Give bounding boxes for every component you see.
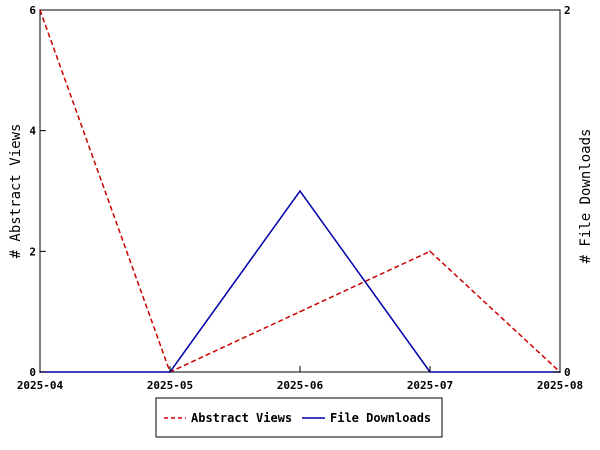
legend: Abstract Views File Downloads	[155, 397, 443, 438]
x-tick-label-2025-04: 2025-04	[17, 379, 64, 392]
data-point-abstract-views-2025-06	[299, 310, 301, 313]
legend-label-file-downloads: File Downloads	[330, 411, 431, 425]
series-line-file-downloads	[40, 189, 560, 373]
y-left-tick-label-0: 0	[29, 366, 36, 379]
y-left-tick-label-4: 4	[29, 125, 36, 138]
data-point-abstract-views-2025-07	[429, 250, 431, 253]
y-axis-right-title: # File Downloads	[578, 129, 594, 264]
series-layer	[39, 9, 561, 374]
ticks-layer: 2025-04 2025-05 2025-06 2025-07 2025-0802460…	[17, 4, 583, 392]
series-line-abstract-views	[39, 9, 561, 374]
y-right-tick-label-0: 0	[564, 366, 571, 379]
legend-label-abstract-views: Abstract Views	[191, 411, 292, 425]
y-right-tick-label-2: 2	[564, 4, 571, 17]
x-tick-label-2025-08: 2025-08	[537, 379, 583, 392]
x-tick-label-2025-07: 2025-07	[407, 379, 453, 392]
y-left-tick-label-6: 6	[29, 4, 36, 17]
y-left-tick-label-2: 2	[29, 245, 36, 258]
data-point-file-downloads-2025-06	[299, 190, 301, 192]
legend-box	[155, 397, 443, 438]
y-axis-left-title: # Abstract Views	[8, 124, 24, 259]
x-tick-label-2025-05: 2025-05	[147, 379, 193, 392]
x-tick-label-2025-06: 2025-06	[277, 379, 324, 392]
